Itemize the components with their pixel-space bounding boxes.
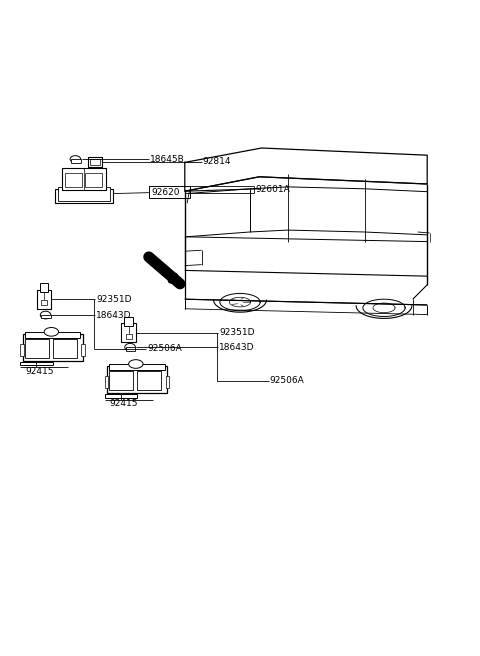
Bar: [71, 159, 81, 163]
Bar: [55, 189, 113, 203]
Bar: [41, 300, 47, 305]
Ellipse shape: [40, 311, 51, 319]
Text: 18643D: 18643D: [96, 310, 132, 319]
Text: 92506A: 92506A: [270, 377, 304, 385]
Bar: [37, 289, 51, 309]
Bar: [85, 173, 102, 188]
Bar: [81, 344, 85, 356]
Bar: [88, 157, 102, 167]
Bar: [126, 347, 135, 350]
Bar: [149, 186, 190, 198]
Bar: [25, 332, 80, 338]
Bar: [126, 334, 132, 338]
Bar: [109, 371, 133, 390]
Text: 18643D: 18643D: [219, 342, 255, 352]
Bar: [25, 339, 49, 358]
Ellipse shape: [125, 343, 135, 351]
Bar: [23, 335, 83, 361]
Text: 92601A: 92601A: [256, 185, 290, 194]
Bar: [124, 317, 133, 325]
Bar: [40, 283, 48, 292]
Text: 92506A: 92506A: [147, 344, 182, 353]
Bar: [20, 344, 24, 356]
Ellipse shape: [129, 359, 143, 368]
Bar: [105, 376, 108, 388]
Text: 92620: 92620: [152, 188, 180, 197]
Bar: [137, 371, 161, 390]
Text: 92351D: 92351D: [219, 328, 255, 337]
Text: 92351D: 92351D: [96, 295, 132, 304]
Ellipse shape: [44, 327, 59, 336]
Bar: [62, 168, 106, 190]
Bar: [90, 159, 100, 165]
Bar: [41, 315, 51, 318]
Bar: [53, 339, 77, 358]
Text: 92415: 92415: [25, 367, 53, 376]
Bar: [58, 188, 110, 201]
Ellipse shape: [70, 155, 81, 163]
Text: 92814: 92814: [203, 157, 231, 167]
Bar: [107, 367, 167, 393]
Text: 18645B: 18645B: [150, 155, 184, 163]
Bar: [105, 394, 137, 398]
Bar: [20, 361, 53, 365]
Bar: [65, 173, 82, 188]
Bar: [121, 323, 136, 342]
Bar: [109, 364, 165, 370]
Text: 92415: 92415: [109, 399, 138, 408]
Bar: [166, 376, 169, 388]
